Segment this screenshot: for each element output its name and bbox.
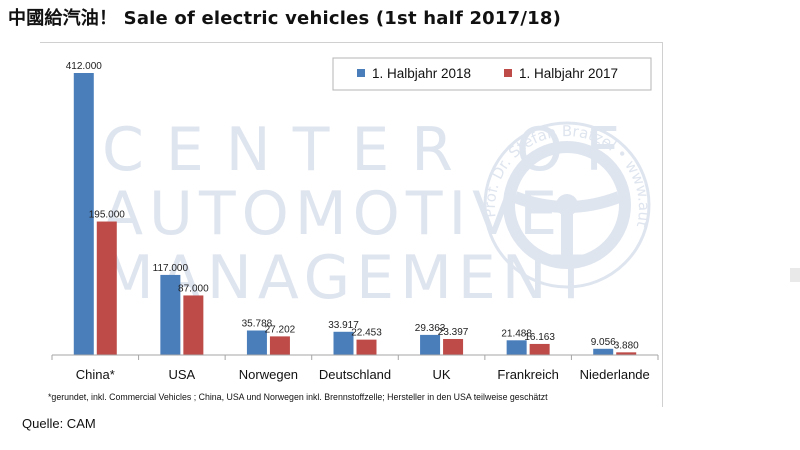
bar-2017 [183, 295, 204, 355]
bar-2018 [73, 73, 94, 355]
data-label: 195.000 [89, 210, 126, 221]
bar-2017 [529, 343, 550, 355]
bar-2018 [160, 274, 181, 355]
bar-2018 [420, 334, 441, 355]
legend-label: 1. Halbjahr 2018 [372, 66, 471, 81]
seal-outer-ring [483, 121, 651, 289]
bar-2017 [443, 338, 464, 355]
data-label: 27.202 [265, 324, 296, 335]
legend-box [332, 57, 652, 91]
data-label: 9.056 [591, 337, 616, 348]
data-label: 412.000 [66, 61, 103, 72]
watermark-line: MANAGEMENT [102, 243, 595, 313]
x-tick-label: UK [433, 367, 451, 382]
data-label: 29.363 [415, 323, 446, 334]
data-label: 87.000 [178, 283, 209, 294]
source-note: Quelle: CAM [22, 416, 96, 431]
bar-2018 [246, 330, 267, 355]
legend-label: 1. Halbjahr 2017 [519, 66, 618, 81]
x-tick-label: China* [76, 367, 115, 382]
footnote: *gerundet, inkl. Commercial Vehicles ; C… [48, 392, 548, 402]
legend-swatch [357, 69, 365, 77]
seal-wheel-rim [503, 141, 631, 269]
x-tick-label: Frankreich [497, 367, 558, 382]
data-label: 23.397 [438, 327, 469, 338]
watermark-line: CENTER OF [102, 115, 642, 185]
bar-2017 [356, 339, 377, 355]
data-label: 16.163 [524, 332, 555, 343]
x-tick-label: Niederlande [580, 367, 650, 382]
bar-2017 [616, 352, 637, 355]
bar-2018 [593, 348, 614, 355]
x-tick-label: USA [168, 367, 195, 382]
legend-swatch [504, 69, 512, 77]
bar-2017 [269, 336, 290, 355]
bar-2018 [506, 340, 527, 355]
data-label: 33.917 [328, 320, 359, 331]
data-label: 21.488 [501, 328, 532, 339]
watermark-line: AUTOMOTIVE [102, 179, 563, 249]
data-label: 22.453 [351, 328, 382, 339]
edge-marker [790, 268, 800, 282]
x-tick-label: Deutschland [319, 367, 391, 382]
chart-title: 中國給汽油！ Sale of electric vehicles (1st ha… [8, 8, 561, 29]
data-label: 3.880 [614, 340, 639, 351]
data-label: 117.000 [153, 263, 189, 274]
bar-2017 [96, 221, 117, 355]
x-tick-label: Norwegen [239, 367, 298, 382]
bar-2018 [333, 331, 354, 355]
chart-frame [40, 42, 663, 407]
data-label: 35.788 [242, 319, 273, 330]
